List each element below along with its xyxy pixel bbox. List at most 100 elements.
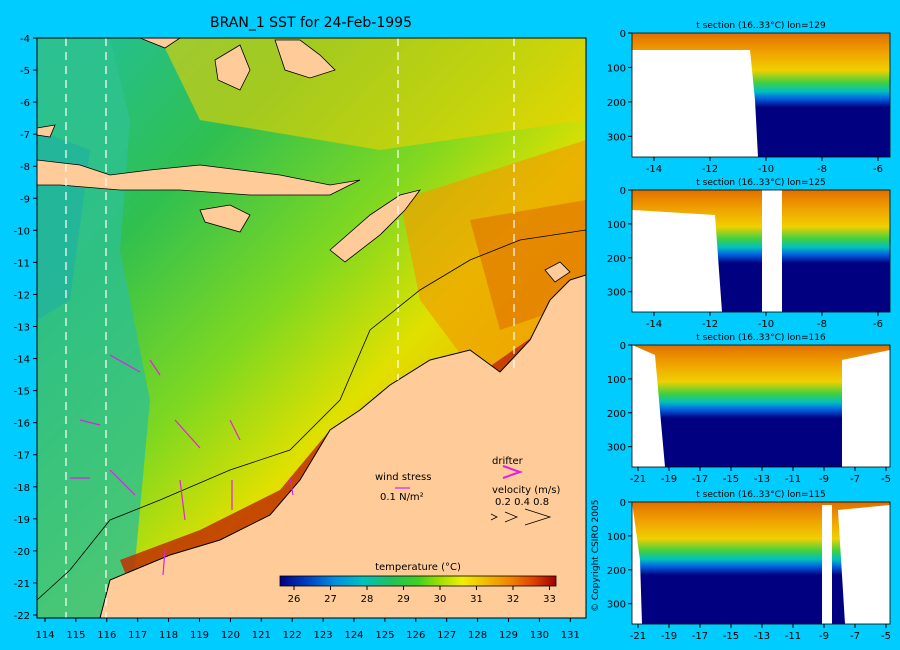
lat-tick-label: -7 [20,130,30,141]
lon-tick-label: 127 [437,630,456,641]
section-no-data [632,190,782,312]
lat-tick-label: -6 [20,98,30,109]
section-y-tick-label: 300 [607,288,626,299]
section-title: t section (16..33°C) lon=125 [696,178,825,188]
section-x-tick-label: -17 [692,474,708,485]
section-x-tick-label: -14 [646,164,662,175]
lat-tick-label: -12 [14,290,30,301]
section-y-tick-label: 200 [607,98,626,109]
lat-tick-label: -22 [14,611,30,622]
section-y-tick-label: 200 [607,254,626,265]
section-y-tick-label: 100 [607,63,626,74]
drifter-symbol-icon [502,465,524,479]
lat-tick-label: -17 [14,451,30,462]
lon-tick-label: 131 [561,630,580,641]
wind-arrows [70,354,294,576]
section-x-tick-label: -9 [819,474,829,485]
colorbar-tick-label: 28 [361,594,374,605]
wind-stress-value: 0.1 N/m² [380,492,424,503]
lat-tick-label: -10 [14,226,30,237]
section-x-tick-label: -8 [817,164,827,175]
section-panels: t section (16..33°C) lon=129 0 100 200 300 -1… [607,21,891,642]
section-frame [631,501,891,625]
section-frame [631,344,891,468]
section-no-data [632,502,890,624]
section-x-tick-label: -9 [819,631,829,642]
section-title: t section (16..33°C) lon=129 [696,21,826,31]
lat-tick-label: -8 [20,162,30,173]
section-x-tick-label: -7 [850,474,860,485]
lon-axis: 114 115 116 117 118 119 120 121 122 123 124 125 126 1… [35,618,580,641]
section-x-tick-label: -19 [661,631,677,642]
lon-tick-label: 129 [499,630,518,641]
section-x-tick-label: -10 [758,164,774,175]
section-x-tick-label: -14 [646,319,662,330]
lat-tick-label: -19 [14,515,30,526]
section-y-tick-label: 300 [607,132,626,143]
section-frame [631,32,891,158]
colorbar-tick-label: 29 [397,594,410,605]
lon-tick-label: 117 [128,630,147,641]
wind-stress-label: wind stress [375,472,431,483]
lat-tick-label: -18 [14,483,30,494]
section-lines [65,38,515,618]
section-x-tick-label: -11 [785,631,801,642]
section-y-tick-label: 200 [607,409,626,420]
section-y-tick-label: 100 [607,375,626,386]
section-x-tick-label: -12 [702,319,718,330]
colorbar: temperature (°C) 26 27 28 29 30 31 32 33 [279,562,557,605]
lon-tick-label: 123 [314,630,333,641]
lat-tick-label: -11 [14,258,30,269]
section-x-tick-label: -6 [873,319,883,330]
section-panel-1: t section (16..33°C) lon=129 0 100 200 300 -1… [607,21,891,175]
velocity-values: 0.2 0.4 0.8 [495,497,549,508]
colorbar-tick-label: 32 [507,594,520,605]
colorbar-ramp [279,575,557,587]
section-x-tick-label: -10 [758,319,774,330]
section-x-tick-label: -5 [881,474,891,485]
colorbar-tick-label: 26 [288,594,301,605]
lon-tick-label: 116 [97,630,116,641]
lat-tick-label: -9 [20,194,30,205]
lat-tick-label: -20 [14,547,30,558]
drifter-label: drifter [492,456,524,467]
bathymetry-contour [37,229,586,601]
lat-axis: -4 -5 -6 -7 -8 -9 -10 -11 -12 -13 -14 -15 -16 -17 -18 -… [14,34,37,622]
section-y-tick-label: 300 [607,600,626,611]
lon-tick-label: 121 [252,630,271,641]
sst-map [37,38,586,618]
section-y-tick-label: 100 [607,532,626,543]
velocity-label: velocity (m/s) [492,485,560,496]
section-panel-2: t section (16..33°C) lon=125 0 100 200 300 -1… [607,178,891,330]
section-x-tick-label: -15 [723,474,739,485]
section-y-tick-label: 0 [620,29,626,40]
lon-tick-label: 114 [35,630,54,641]
section-x-tick-label: -21 [630,631,646,642]
section-x-tick-label: -8 [817,319,827,330]
section-x-tick-label: -6 [873,164,883,175]
map-frame [36,37,587,619]
section-y-tick-label: 100 [607,220,626,231]
lon-tick-label: 126 [406,630,425,641]
lon-tick-label: 120 [221,630,240,641]
section-frame [631,189,891,313]
section-x-tick-label: -15 [723,631,739,642]
map-legend: wind stress 0.1 N/m² drifter velocity (m… [375,456,560,526]
section-x-tick-label: -21 [630,474,646,485]
islands [37,38,571,283]
lat-tick-label: -16 [14,419,30,430]
section-x-tick-label: -7 [850,631,860,642]
velocity-arrows-icon [490,508,552,526]
section-x-tick-label: -13 [754,631,770,642]
lon-tick-label: 122 [283,630,302,641]
colorbar-tick-label: 31 [470,594,483,605]
section-x-tick-label: -11 [785,474,801,485]
section-title: t section (16..33°C) lon=115 [696,490,825,500]
section-y-tick-label: 0 [620,186,626,197]
section-panel-3: t section (16..33°C) lon=116 0 100 200 300 -2… [607,333,891,485]
colorbar-label: temperature (°C) [375,562,461,573]
section-x-tick-label: -17 [692,631,708,642]
lon-tick-label: 124 [344,630,363,641]
